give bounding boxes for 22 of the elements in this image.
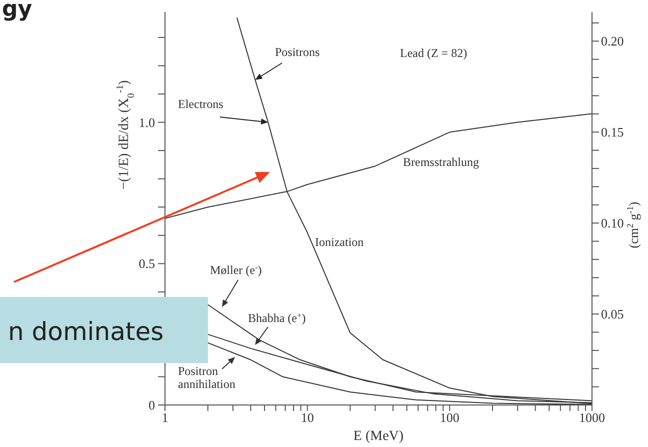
x-tick-label: 1000 — [579, 410, 605, 426]
text: Møller (e$^{-}$) — [210, 262, 262, 277]
annotation: Lead (Z = 82) — [400, 46, 468, 60]
series-label: Bremsstrahlung — [403, 155, 479, 169]
series-label: Ionization — [315, 235, 364, 249]
x-tick-label: 10 — [300, 410, 314, 426]
series-label: Bhabha (e$^{+}$) — [248, 310, 306, 325]
annotation: Positrons — [275, 45, 320, 59]
y-tick-label: 0 — [148, 398, 155, 413]
annotation: Electrons — [178, 97, 224, 111]
x-tick-label: 100 — [440, 410, 460, 426]
y2-tick-label: 0.10 — [601, 216, 624, 231]
text: n dominates — [8, 317, 164, 346]
y2-tick-label: 0.05 — [601, 306, 624, 322]
text: gy — [2, 0, 32, 22]
x-tick-label: 1 — [162, 410, 168, 426]
y-tick-label: 0.5 — [138, 256, 155, 272]
legend-label: Positron annihilation — [178, 364, 236, 391]
x-axis-title: E (MeV) — [353, 429, 404, 444]
y2-tick-label: 0.20 — [601, 34, 624, 49]
y2-tick-label: 0.15 — [601, 124, 624, 140]
y-tick-label: 1.0 — [138, 114, 155, 130]
